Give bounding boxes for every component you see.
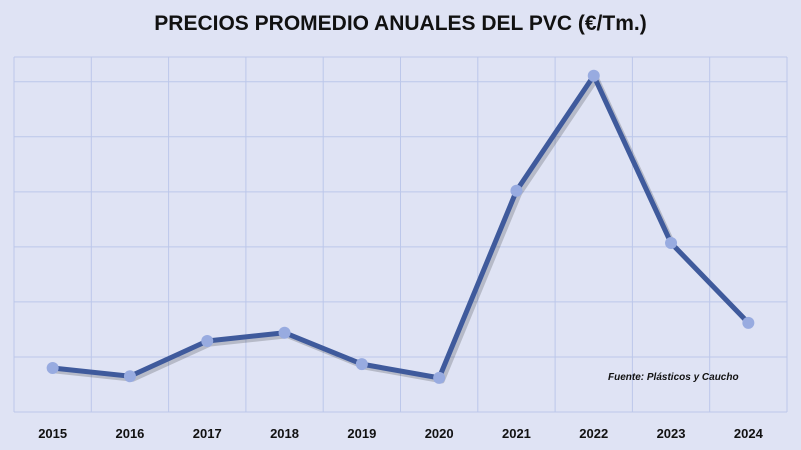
data-point <box>742 316 755 329</box>
chart-title: PRECIOS PROMEDIO ANUALES DEL PVC (€/Tm.) <box>154 12 647 35</box>
x-tick-label: 2024 <box>734 426 764 441</box>
data-point <box>433 371 446 384</box>
data-point <box>510 184 523 197</box>
x-tick-label: 2016 <box>115 426 144 441</box>
data-point <box>201 335 214 347</box>
data-point <box>278 326 291 339</box>
series-line <box>52 73 751 381</box>
series-line-shadow <box>55 76 754 384</box>
data-point <box>587 69 600 82</box>
x-tick-label: 2018 <box>270 426 299 441</box>
x-tick-label: 2020 <box>425 426 454 441</box>
source-note: Fuente: Plásticos y Caucho <box>608 372 739 383</box>
x-tick-label: 2019 <box>347 426 376 441</box>
x-tick-label: 2017 <box>193 426 222 441</box>
data-point <box>665 237 678 250</box>
x-tick-label: 2022 <box>579 426 608 441</box>
data-point <box>123 370 136 383</box>
x-tick-label: 2021 <box>502 426 531 441</box>
x-tick-label: 2023 <box>657 426 686 441</box>
data-point <box>355 358 368 371</box>
data-point <box>46 361 59 374</box>
x-tick-label: 2015 <box>38 426 67 441</box>
